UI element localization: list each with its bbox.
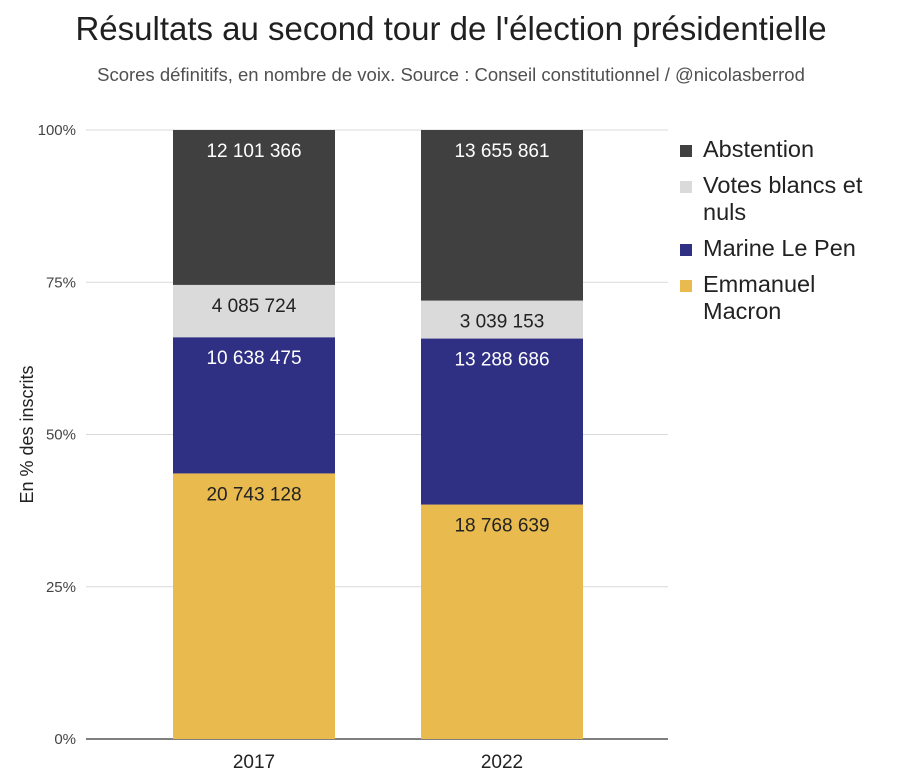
bar-segment-marine-le-pen-2017 xyxy=(173,337,335,474)
chart-subtitle: Scores définitifs, en nombre de voix. So… xyxy=(97,64,805,85)
x-tick-label-2022: 2022 xyxy=(481,752,523,773)
legend-label-marine-le-pen: Marine Le Pen xyxy=(703,235,856,261)
y-tick-label: 50% xyxy=(46,427,76,444)
bar-segment-votes-blancs-et-nuls-2022 xyxy=(421,300,583,339)
data-label-emmanuel-macron-2022: 18 768 639 xyxy=(454,516,549,537)
bar-segment-emmanuel-macron-2017 xyxy=(173,473,335,739)
legend-swatch-votes-blancs-nuls xyxy=(680,181,692,193)
legend-label-emmanuel-macron: Emmanuel Macron xyxy=(703,271,816,324)
data-label-votes-blancs-et-nuls-2017: 4 085 724 xyxy=(212,296,297,317)
legend-swatch-abstention xyxy=(680,145,692,157)
data-label-votes-blancs-et-nuls-2022: 3 039 153 xyxy=(460,312,545,333)
y-tick-label: 0% xyxy=(54,731,76,748)
chart-legend: Abstention Votes blancs et nuls Marine L… xyxy=(680,136,895,334)
data-label-abstention-2022: 13 655 861 xyxy=(454,141,549,162)
bar-segment-marine-le-pen-2022 xyxy=(421,338,583,505)
legend-item-emmanuel-macron: Emmanuel Macron xyxy=(680,271,895,325)
legend-item-votes-blancs-nuls: Votes blancs et nuls xyxy=(680,172,895,226)
x-tick-label-2017: 2017 xyxy=(233,752,275,773)
data-label-abstention-2017: 12 101 366 xyxy=(206,141,301,162)
legend-item-marine-le-pen: Marine Le Pen xyxy=(680,235,895,262)
data-label-emmanuel-macron-2017: 20 743 128 xyxy=(206,484,301,505)
data-label-marine-le-pen-2022: 13 288 686 xyxy=(454,350,549,371)
y-tick-label: 75% xyxy=(46,274,76,291)
y-tick-label: 25% xyxy=(46,579,76,596)
legend-swatch-emmanuel-macron xyxy=(680,280,692,292)
data-label-marine-le-pen-2017: 10 638 475 xyxy=(206,348,301,369)
y-axis-title: En % des inscrits xyxy=(17,365,37,503)
y-tick-label: 100% xyxy=(38,122,76,139)
legend-swatch-marine-le-pen xyxy=(680,244,692,256)
legend-label-votes-blancs-nuls: Votes blancs et nuls xyxy=(703,172,863,225)
legend-label-abstention: Abstention xyxy=(703,136,815,162)
bar-segment-emmanuel-macron-2022 xyxy=(421,504,583,739)
bar-segment-abstention-2017 xyxy=(173,130,335,285)
legend-item-abstention: Abstention xyxy=(680,136,895,163)
bar-segment-abstention-2022 xyxy=(421,130,583,301)
bar-segment-votes-blancs-et-nuls-2017 xyxy=(173,284,335,338)
chart-title: Résultats au second tour de l'élection p… xyxy=(75,10,827,47)
